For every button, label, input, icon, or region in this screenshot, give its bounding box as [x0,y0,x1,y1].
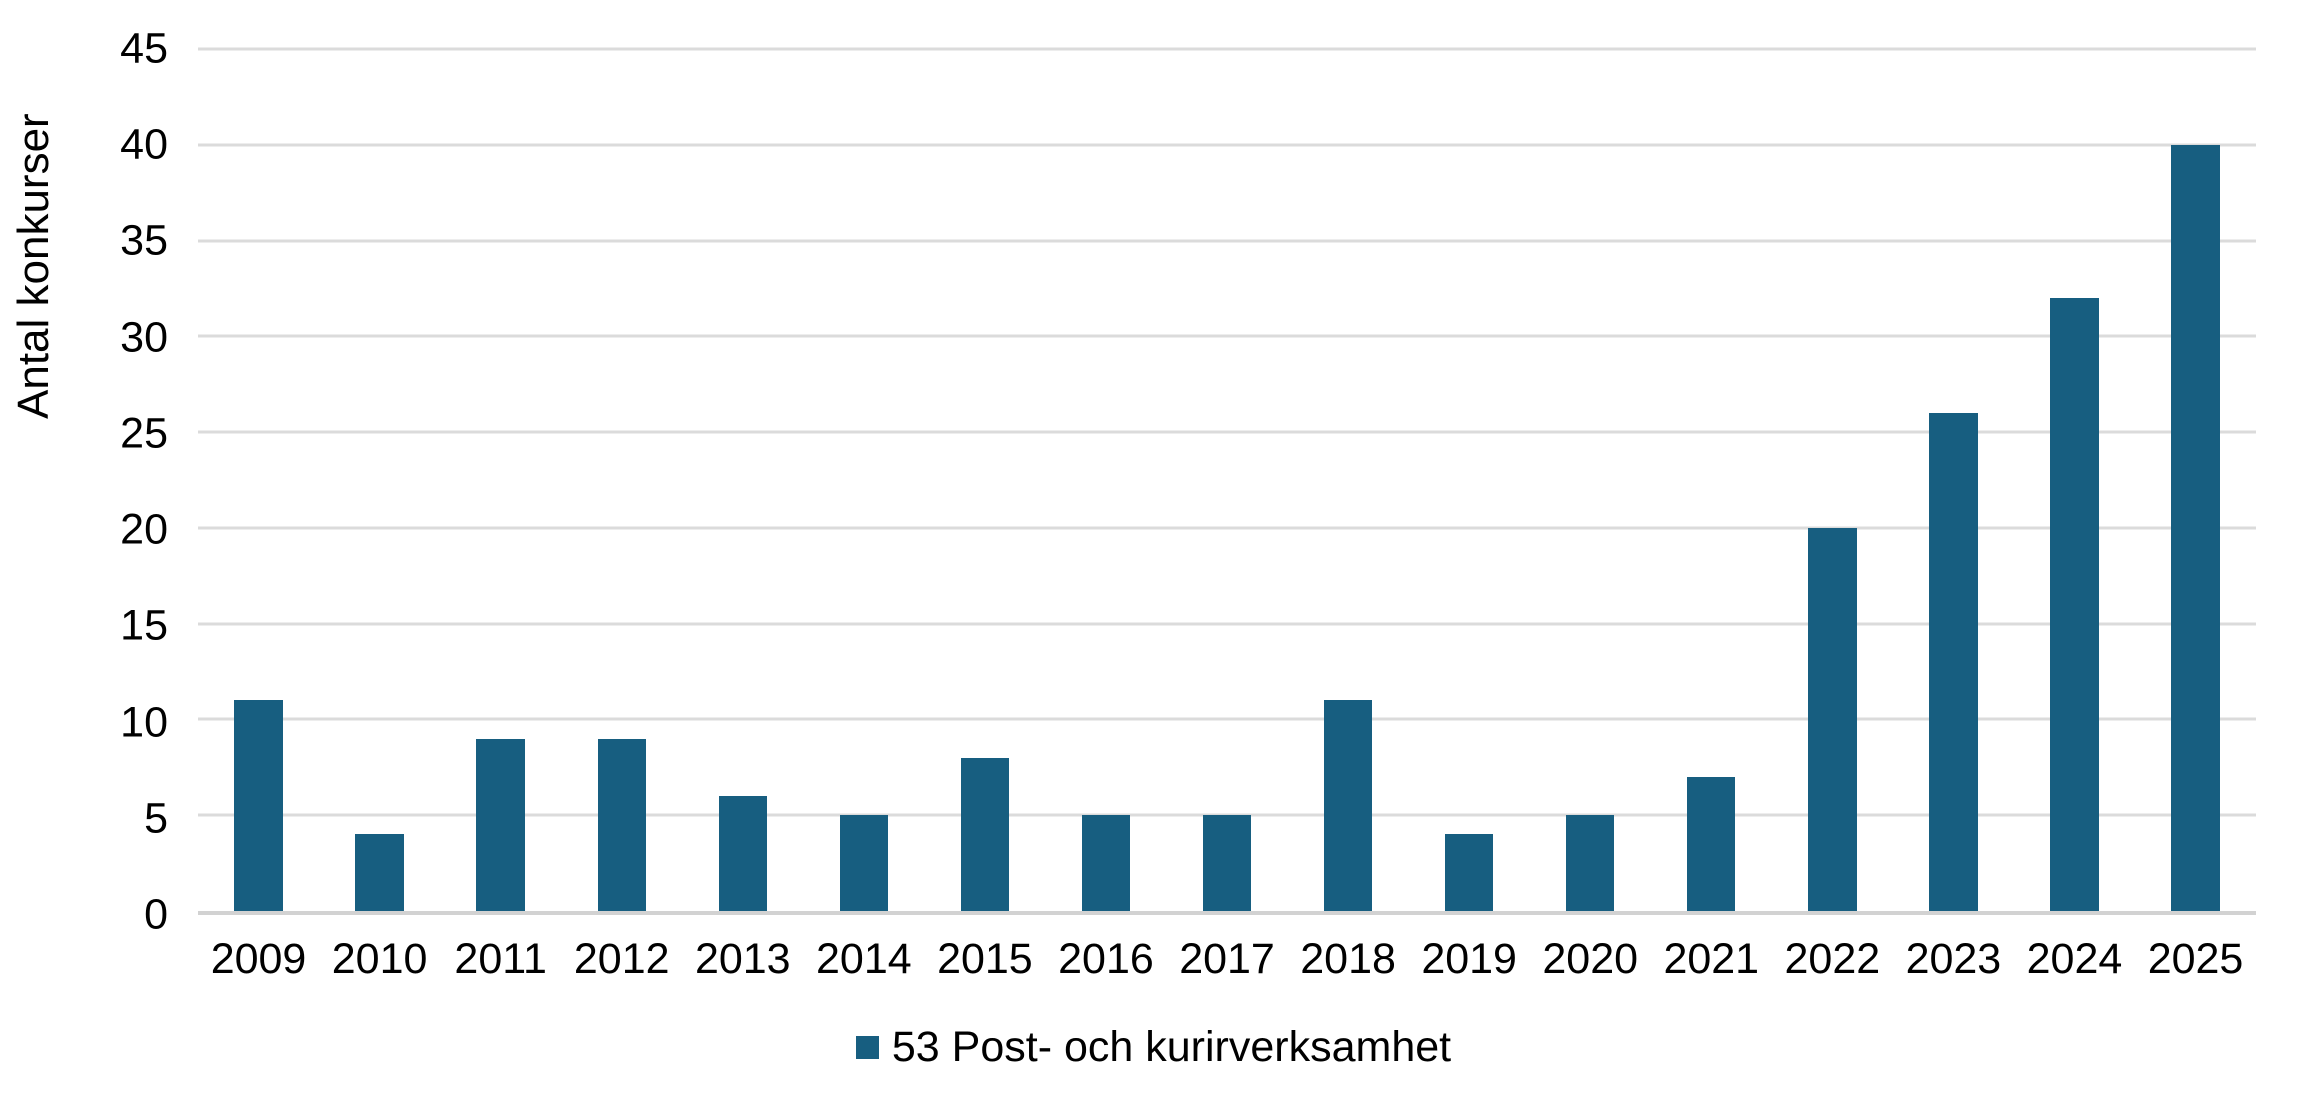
bar-slot [440,49,561,911]
bar [1566,815,1615,911]
x-tick-label: 2013 [694,935,791,983]
gridline [198,334,2256,338]
y-tick-label: 0 [144,890,168,939]
x-tick-label: 2016 [1058,935,1154,983]
gridline [198,143,2256,147]
y-tick-label: 25 [120,409,168,458]
x-tick-label: 2015 [937,935,1033,983]
bar [1081,815,1131,911]
legend: 53 Post- och kurirverksamhet [0,1026,2307,1069]
bar-slot [2014,49,2135,911]
bar-slot [1772,49,1893,911]
bar [1323,700,1373,911]
y-tick-label: 45 [120,24,168,73]
bar-slot [1288,49,1409,911]
y-tick-label: 20 [120,505,168,554]
y-tick-label: 5 [144,794,168,843]
gridline [198,430,2256,434]
legend-marker-icon [855,1036,879,1059]
bar [355,834,404,911]
bar-slot [561,49,682,911]
x-tick-label: 2014 [816,935,912,983]
y-axis-tick-labels: 45 40 35 30 25 20 15 10 5 0 [0,27,168,936]
gridline [198,813,2256,817]
x-tick-label: 2018 [1300,935,1396,983]
bar-slot [803,49,924,911]
x-tick-label: 2009 [210,935,307,983]
bar [1687,776,1736,911]
y-tick-label: 35 [120,216,168,265]
x-tick-label: 2012 [573,935,670,983]
y-tick-label: 10 [120,698,168,747]
gridline [198,47,2256,51]
x-tick-label: 2024 [2026,935,2123,983]
bar [2171,144,2220,911]
bar-slot [1045,49,1166,911]
bar [960,757,1010,911]
bar-slot [198,49,319,911]
gridlines [198,47,2256,911]
gridline [198,239,2256,243]
bar-slot [1409,49,1530,911]
x-tick-label: 2022 [1784,935,1881,983]
bar-slot [1893,49,2014,911]
bar-slot [319,49,440,911]
x-tick-label: 2021 [1663,935,1760,983]
bar-slot [924,49,1045,911]
bar [1202,815,1252,911]
bar [718,796,767,911]
x-tick-label: 2020 [1542,935,1639,983]
plot-area [198,47,2256,915]
y-tick-label: 15 [120,601,168,650]
bar [234,700,283,911]
x-tick-label: 2019 [1421,935,1517,983]
x-tick-label: 2011 [454,935,547,983]
bar-slot [2135,49,2256,911]
x-axis-tick-labels: 2009 2010 2011 2012 2013 2014 2015 2016 2017 2018… [198,935,2256,983]
x-tick-label: 2025 [2147,935,2244,983]
bar-slot [1167,49,1288,911]
gridline [198,526,2256,530]
x-tick-label: 2010 [331,935,428,983]
bar-slot [682,49,803,911]
bar [1444,834,1494,911]
bar [476,738,525,911]
bar [597,738,646,911]
bar [839,815,889,911]
x-tick-label: 2023 [1905,935,2002,983]
y-tick-label: 40 [120,120,168,169]
y-tick-label: 30 [120,313,168,362]
bar [2050,298,2099,911]
bar [1929,412,1978,911]
x-tick-label: 2017 [1179,935,1275,983]
bar-slot [1651,49,1772,911]
legend-label: 53 Post- och kurirverksamhet [891,1023,1452,1071]
gridline [198,622,2256,626]
bar [1808,527,1857,911]
bar-series [198,49,2256,911]
gridline [198,717,2256,721]
bar-slot [1530,49,1651,911]
